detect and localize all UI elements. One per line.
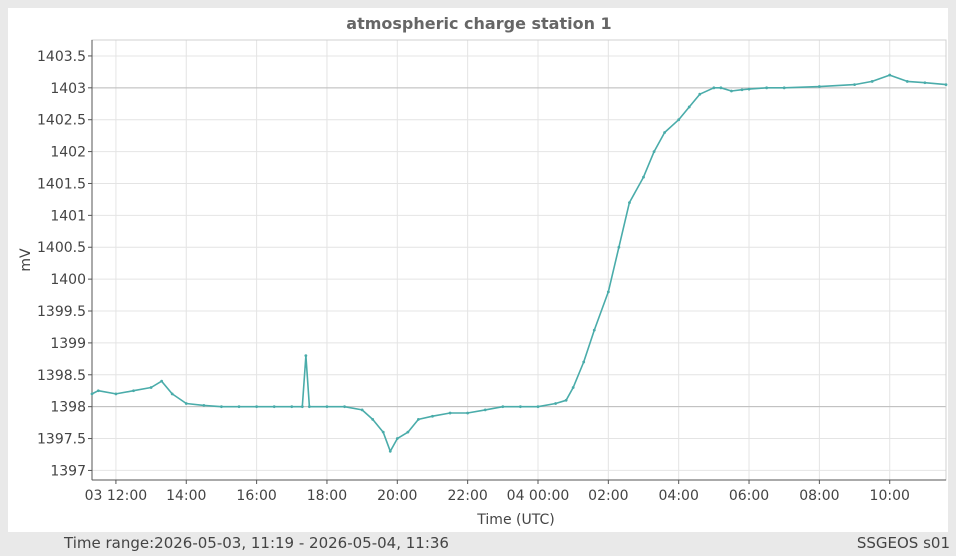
data-point	[114, 392, 118, 396]
data-point	[388, 449, 392, 453]
data-point	[300, 405, 304, 409]
x-tick-label: 16:00	[236, 488, 276, 504]
data-point	[395, 437, 399, 440]
data-point	[501, 405, 505, 409]
data-point	[740, 88, 744, 92]
x-axis-label: Time (UTC)	[476, 512, 554, 528]
y-tick-label: 1402.5	[37, 113, 86, 129]
data-point	[817, 85, 821, 88]
data-point	[255, 405, 259, 409]
data-point	[592, 328, 596, 332]
x-tick-label: 10:00	[870, 488, 910, 504]
data-point	[237, 405, 241, 409]
data-point	[747, 87, 751, 91]
data-point	[719, 86, 723, 90]
data-point	[923, 81, 927, 85]
chart-title: atmospheric charge station 1	[346, 14, 611, 33]
data-point	[170, 392, 174, 396]
x-tick-label: 08:00	[799, 488, 839, 504]
data-point	[371, 418, 375, 421]
x-tick-label: 06:00	[729, 488, 769, 504]
data-point	[406, 430, 410, 434]
chart-panel: 1397 1397.5 1398 1398.5 1399 1399.5 1400 1400.5…	[8, 8, 948, 532]
y-tick-label: 1398.5	[37, 368, 86, 384]
data-point	[448, 411, 452, 415]
data-point	[677, 118, 681, 122]
x-tick-label: 20:00	[377, 488, 417, 504]
x-tick-label: 04:00	[659, 488, 699, 504]
data-point	[698, 92, 702, 96]
data-point	[571, 386, 575, 389]
data-point	[712, 86, 716, 90]
data-point	[149, 386, 153, 389]
data-point	[184, 402, 188, 405]
data-point	[554, 402, 557, 405]
data-point	[466, 411, 470, 415]
data-point	[582, 360, 586, 364]
data-point	[642, 175, 645, 179]
data-point	[431, 414, 434, 418]
y-tick-label: 1399.5	[37, 304, 86, 320]
data-point	[687, 105, 691, 109]
data-point	[853, 83, 856, 87]
y-tick-label: 1402	[50, 145, 86, 161]
time-range-value: 2026-05-03, 11:19 - 2026-05-04, 11:36	[154, 534, 449, 552]
data-point	[96, 389, 100, 393]
y-tick-label: 1401	[50, 208, 86, 224]
x-tick-label: 02:00	[588, 488, 628, 504]
data-point	[765, 86, 769, 90]
data-point	[905, 80, 909, 83]
time-range-label: Time range:	[64, 534, 155, 552]
data-point	[381, 430, 385, 434]
y-axis-label: mV	[18, 248, 34, 272]
data-point	[944, 83, 948, 87]
y-tick-label: 1401.5	[37, 176, 86, 192]
time-range-readout: Time range:2026-05-03, 11:19 - 2026-05-0…	[64, 534, 449, 552]
y-tick-label: 1400	[50, 272, 86, 288]
data-point	[417, 418, 420, 421]
x-tick-label: 18:00	[307, 488, 347, 504]
y-tick-label: 1397	[50, 463, 86, 479]
data-point	[290, 405, 294, 409]
y-tick-label: 1403.5	[37, 49, 86, 65]
data-point	[160, 379, 164, 383]
data-point	[564, 398, 568, 402]
data-point	[870, 80, 874, 83]
x-tick-label: 22:00	[447, 488, 487, 504]
data-point	[304, 354, 308, 358]
data-point	[90, 392, 94, 396]
data-point	[325, 405, 329, 409]
data-point	[132, 389, 135, 393]
y-tick-label: 1400.5	[37, 240, 86, 256]
data-point	[360, 408, 364, 412]
y-tick-label: 1399	[50, 336, 86, 352]
plot-area	[92, 40, 946, 480]
y-tick-label: 1398	[50, 400, 86, 416]
data-point	[652, 150, 656, 153]
data-point	[663, 131, 667, 134]
y-tick-label: 1403	[50, 81, 86, 97]
data-point	[272, 405, 276, 409]
data-point	[606, 290, 610, 294]
data-point	[307, 405, 311, 409]
data-point	[519, 405, 522, 409]
data-point	[536, 405, 540, 409]
data-point	[202, 403, 206, 407]
x-tick-label: 03 12:00	[85, 488, 148, 504]
data-point	[617, 245, 621, 249]
data-point	[888, 73, 892, 77]
data-point	[628, 201, 631, 205]
x-tick-label: 04 00:00	[507, 488, 570, 504]
data-point	[782, 86, 786, 90]
time-series-chart: 1397 1397.5 1398 1398.5 1399 1399.5 1400 1400.5…	[18, 14, 948, 528]
y-tick-label: 1397.5	[37, 432, 86, 448]
station-code: SSGEOS s01	[856, 534, 950, 552]
data-point	[483, 408, 487, 412]
data-point	[220, 405, 223, 409]
x-tick-label: 14:00	[166, 488, 206, 504]
data-point	[730, 89, 733, 93]
data-point	[343, 405, 346, 409]
